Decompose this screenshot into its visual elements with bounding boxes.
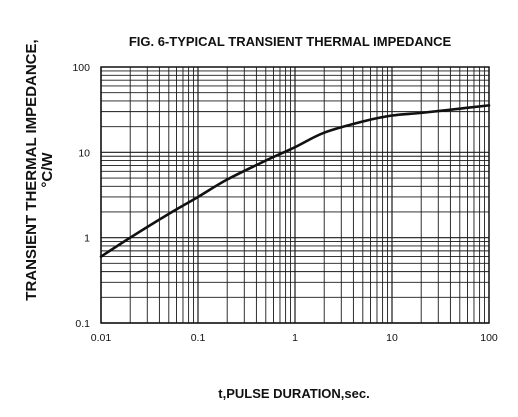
x-tick-label: 0.1 xyxy=(191,332,206,344)
x-axis-label: t,PULSE DURATION,sec. xyxy=(218,386,369,401)
y-tick-label: 0.1 xyxy=(75,318,90,330)
y-axis-label-line-2: °C/W xyxy=(39,152,56,188)
x-tick-label: 1 xyxy=(292,332,298,344)
plot-frame xyxy=(100,66,490,324)
x-tick-label: 0.01 xyxy=(91,332,112,344)
chart-title: FIG. 6-TYPICAL TRANSIENT THERMAL IMPEDAN… xyxy=(129,34,452,49)
series-line-thermal-impedance xyxy=(99,104,491,258)
grid xyxy=(100,67,489,324)
x-tick-label: 10 xyxy=(386,332,398,344)
y-tick-label: 100 xyxy=(72,62,90,74)
x-tick-labels: 0.01 0.1 1 10 100 xyxy=(91,332,498,344)
y-tick-label: 1 xyxy=(84,233,90,245)
x-tick-label: 100 xyxy=(480,332,498,344)
y-tick-labels: 0.1 1 10 100 xyxy=(72,62,90,330)
y-axis-label-line-1: TRANSIENT THERMAL IMPEDANCE, xyxy=(23,39,40,300)
y-tick-label: 10 xyxy=(78,147,90,159)
y-axis-label: TRANSIENT THERMAL IMPEDANCE, °C/W xyxy=(23,39,56,300)
